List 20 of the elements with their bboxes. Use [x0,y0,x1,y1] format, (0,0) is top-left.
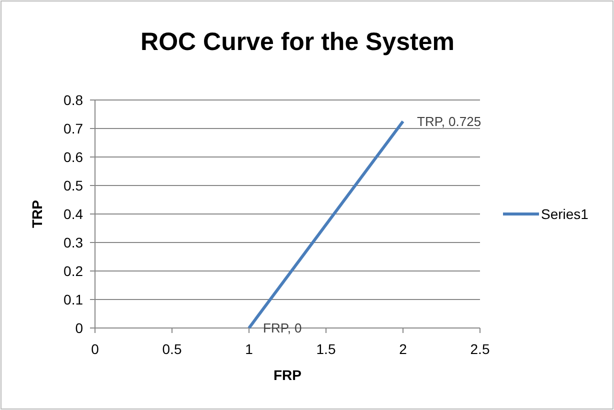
x-tick-label: 0 [91,341,100,357]
x-tick-label: 2 [399,341,408,357]
y-tick-label: 0.7 [64,120,84,136]
chart-title: ROC Curve for the System [140,28,454,56]
y-axis-title: TRP [29,200,45,228]
y-tick-label: 0 [75,320,84,336]
annotation: TRP, 0.725 [417,114,482,129]
y-tick-label: 0.3 [64,234,84,250]
x-tick-label: 0.5 [162,341,182,357]
y-tick-label: 0.5 [64,177,84,194]
y-tick-label: 0.1 [64,291,84,308]
y-tick-label: 0.8 [64,92,84,108]
x-tick-label: 1.5 [316,341,336,357]
y-tick-label: 0.6 [64,148,84,165]
x-tick-label: 2.5 [470,341,490,357]
x-axis-title: FRP [274,367,302,383]
x-tick-label: 1 [245,341,254,357]
legend-label: Series1 [541,206,589,222]
y-tick-label: 0.2 [64,262,84,279]
y-tick-label: 0.4 [64,206,84,222]
